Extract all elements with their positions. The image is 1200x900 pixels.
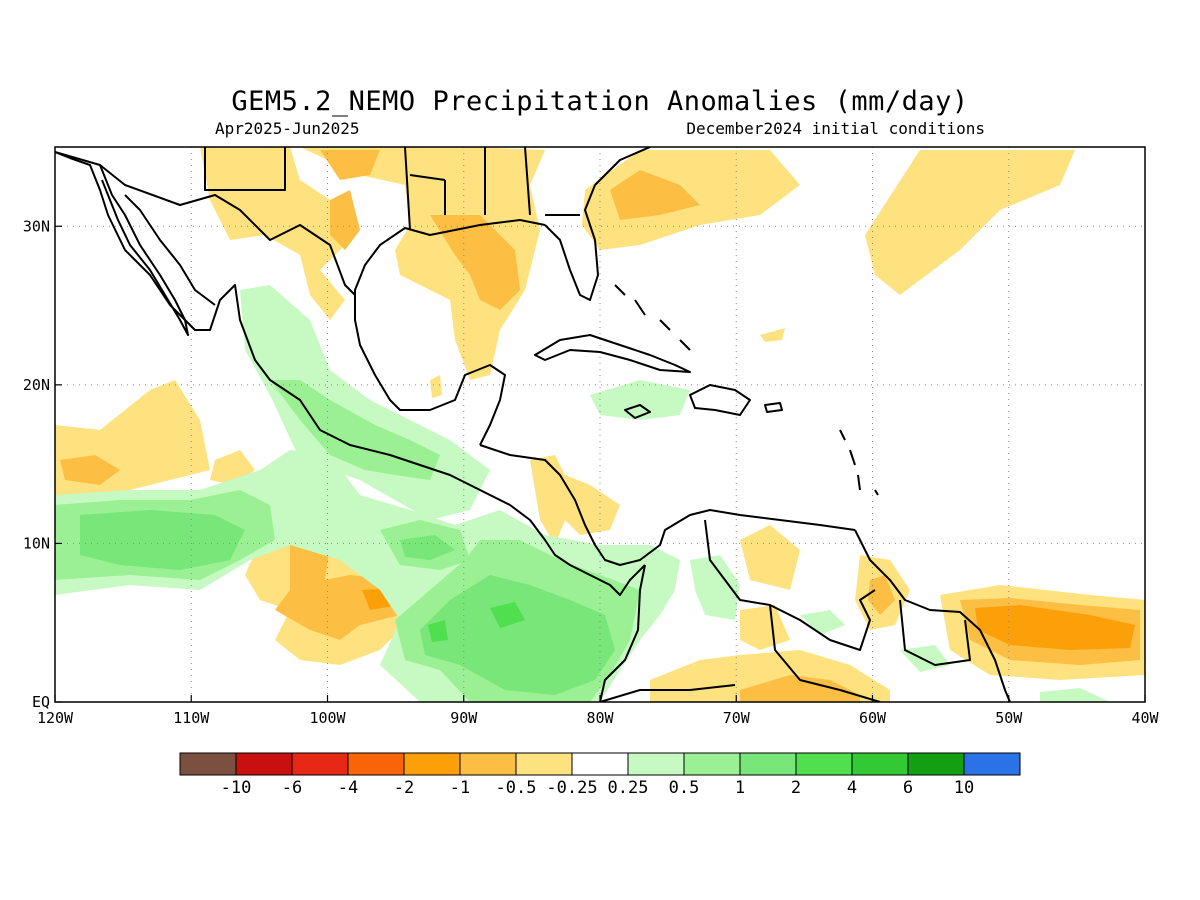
axis-ticks: 120W 110W 100W 90W 80W 70W 60W 50W 40W EQ 10N 20N 30… bbox=[23, 217, 1160, 727]
colorbar-label: -1 bbox=[450, 778, 470, 798]
jamaica bbox=[624, 404, 651, 419]
wet-anomaly-peak-1 bbox=[428, 620, 448, 642]
colorbar-label: 0.25 bbox=[608, 778, 649, 798]
x-tick-label: 120W bbox=[37, 709, 74, 727]
wet-anomaly-caribbean bbox=[590, 380, 690, 420]
dry-anomaly-louisiana-core bbox=[430, 215, 520, 310]
colorbar-label: 6 bbox=[903, 778, 913, 798]
colorbar-swatch bbox=[683, 752, 741, 776]
x-tick-label: 60W bbox=[859, 709, 887, 727]
x-tick-label: 110W bbox=[173, 709, 210, 727]
dry-anomaly-southeast-us bbox=[300, 147, 545, 380]
south-america-outline bbox=[599, 529, 1011, 702]
colorbar-swatch bbox=[459, 752, 517, 776]
map-title: GEM5.2_NEMO Precipitation Anomalies (mm/… bbox=[231, 86, 968, 117]
colorbar-swatch bbox=[795, 752, 853, 776]
y-tick-label: 20N bbox=[23, 376, 50, 394]
dry-anomaly-guianas-core bbox=[868, 575, 895, 615]
colorbar-swatch bbox=[963, 752, 1021, 776]
wet-anomaly-colombia bbox=[690, 555, 740, 620]
dry-anomaly-amazon-core bbox=[740, 675, 860, 702]
florida-coast bbox=[544, 147, 651, 301]
colorbar-swatch bbox=[627, 752, 685, 776]
colorbar-label: -2 bbox=[394, 778, 414, 798]
north-america-pacific-coast bbox=[55, 151, 646, 596]
wet-anomaly-pacific-band-peak bbox=[80, 510, 245, 570]
x-tick-label: 40W bbox=[1131, 709, 1159, 727]
colorbar-swatch bbox=[907, 752, 965, 776]
colorbar-label: 4 bbox=[847, 778, 857, 798]
dry-anomaly-atlantic-speck bbox=[760, 328, 785, 342]
colorbar-label: -0.5 bbox=[496, 778, 537, 798]
dry-anomaly-east-coast-core bbox=[610, 170, 700, 220]
colorbar-swatch bbox=[515, 752, 573, 776]
initial-conditions-label: December2024 initial conditions bbox=[686, 119, 985, 138]
x-tick-label: 100W bbox=[309, 709, 346, 727]
graticule bbox=[55, 147, 1145, 702]
colorbar-swatch bbox=[739, 752, 797, 776]
colorbar-swatch bbox=[347, 752, 405, 776]
gulf-of-california-coast bbox=[124, 194, 216, 306]
dry-anomaly-yucatan-speck bbox=[430, 375, 442, 398]
puerto-rico bbox=[764, 402, 783, 413]
colorbar-swatch bbox=[571, 752, 629, 776]
dry-anomaly-texas-core bbox=[330, 190, 360, 250]
colorbar-label: -0.25 bbox=[546, 778, 597, 798]
colorbar-swatch bbox=[851, 752, 909, 776]
hispaniola bbox=[689, 384, 751, 416]
dry-anomaly-brazil-peak bbox=[975, 605, 1135, 650]
wet-anomaly-mexico-coast-core bbox=[270, 380, 440, 480]
colorbar-label: -10 bbox=[221, 778, 252, 798]
gulf-of-mexico-coast bbox=[354, 219, 546, 446]
colorbar-swatch bbox=[291, 752, 349, 776]
y-tick-label: EQ bbox=[32, 693, 50, 711]
dry-anomaly-north-atlantic bbox=[865, 150, 1075, 295]
x-tick-label: 70W bbox=[723, 709, 751, 727]
wet-anomaly-venezuela-speck bbox=[800, 610, 845, 635]
colorbar-label: 0.5 bbox=[669, 778, 700, 798]
x-tick-label: 90W bbox=[450, 709, 478, 727]
colorbar-label: 10 bbox=[954, 778, 974, 798]
central-america-caribbean-coast bbox=[479, 444, 856, 566]
colorbar-label: 2 bbox=[791, 778, 801, 798]
y-tick-label: 10N bbox=[23, 534, 50, 552]
wet-anomaly-panama-pacific-peak bbox=[420, 575, 615, 695]
baja-california-coast bbox=[99, 164, 189, 336]
dry-anomaly-venezuela bbox=[740, 525, 800, 590]
forecast-period: Apr2025-Jun2025 bbox=[215, 119, 360, 138]
lesser-antilles bbox=[839, 429, 879, 496]
coastlines-and-borders bbox=[55, 147, 1011, 702]
colorbar-swatch bbox=[179, 752, 237, 776]
map-panel: 120W 110W 100W 90W 80W 70W 60W 50W 40W EQ 10N 20N 30… bbox=[23, 146, 1160, 727]
dry-anomaly-pacific-north-core bbox=[60, 455, 120, 485]
dry-anomaly-orinoco bbox=[740, 605, 790, 650]
colorbar-label: -4 bbox=[338, 778, 358, 798]
us-state-lines bbox=[204, 147, 580, 231]
us-mexico-border bbox=[55, 151, 356, 296]
wet-anomaly-peak-2 bbox=[490, 602, 525, 628]
x-tick-label: 80W bbox=[586, 709, 614, 727]
dry-anomaly-north-texas-core bbox=[320, 150, 380, 180]
colorbar: -10 -6 -4 -2 -1 -0.5 -0.25 0.25 0.5 1 2 4 6 10 bbox=[179, 752, 1021, 798]
colorbar-label: -6 bbox=[282, 778, 302, 798]
colorbar-swatch bbox=[235, 752, 293, 776]
cuba bbox=[534, 334, 691, 373]
y-tick-label: 30N bbox=[23, 217, 50, 235]
wet-anomaly-brazil-speck bbox=[1040, 688, 1110, 702]
colorbar-swatch bbox=[403, 752, 461, 776]
bahamas bbox=[614, 284, 691, 351]
south-america-borders bbox=[599, 519, 971, 702]
colorbar-label: 1 bbox=[735, 778, 745, 798]
wet-anomaly-central-pacific-peak bbox=[400, 535, 455, 560]
x-tick-label: 50W bbox=[995, 709, 1023, 727]
